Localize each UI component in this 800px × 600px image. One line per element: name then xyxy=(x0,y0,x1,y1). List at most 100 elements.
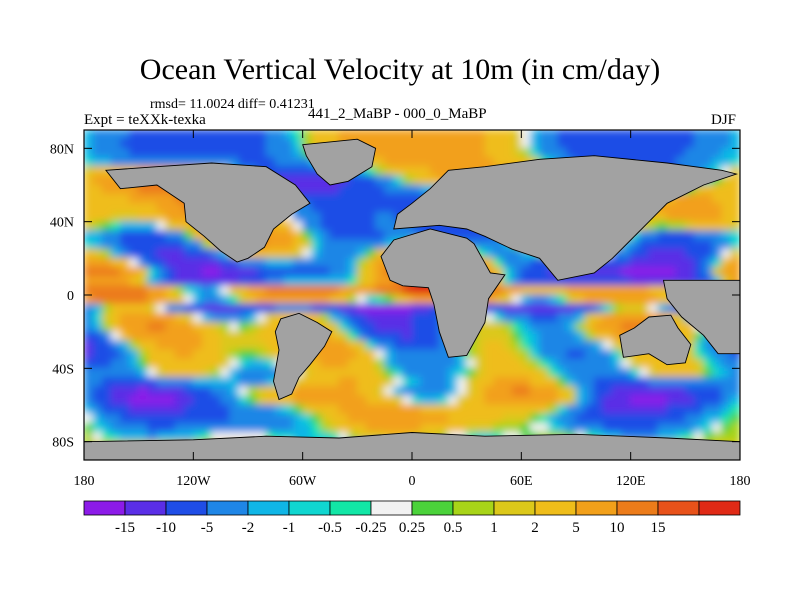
field-cell xyxy=(347,303,358,314)
field-cell xyxy=(192,422,203,433)
colorbar-swatch xyxy=(452,500,495,516)
field-cell xyxy=(293,175,304,186)
field-cell xyxy=(675,422,686,433)
field-cell xyxy=(138,221,149,232)
field-cell xyxy=(566,138,577,149)
field-cell xyxy=(238,157,249,168)
field-cell xyxy=(211,322,222,333)
field-cell xyxy=(493,130,504,140)
field-cell xyxy=(84,130,94,140)
field-cell xyxy=(703,432,714,443)
field-cell xyxy=(484,395,495,406)
field-cell xyxy=(621,367,632,378)
field-cell xyxy=(274,166,285,177)
field-cell xyxy=(302,276,313,287)
field-cell xyxy=(220,413,231,424)
field-cell xyxy=(320,413,331,424)
field-cell xyxy=(110,331,121,342)
field-cell xyxy=(730,422,740,433)
field-cell xyxy=(347,239,358,250)
field-cell xyxy=(92,312,103,323)
field-cell xyxy=(192,267,203,278)
field-cell xyxy=(475,377,486,388)
colorbar-swatch xyxy=(124,500,167,516)
field-cell xyxy=(593,340,604,351)
field-cell xyxy=(511,413,522,424)
field-cell xyxy=(621,312,632,323)
field-cell xyxy=(183,294,194,305)
field-cell xyxy=(529,257,541,268)
field-cell xyxy=(648,377,659,388)
field-cell xyxy=(548,138,559,149)
field-cell xyxy=(293,377,304,388)
field-cell xyxy=(365,175,377,186)
field-cell xyxy=(329,239,340,250)
field-cell xyxy=(165,138,176,149)
field-cell xyxy=(384,184,395,195)
field-cell xyxy=(639,303,650,314)
field-cell xyxy=(129,312,140,323)
field-cell xyxy=(420,349,431,360)
field-cell xyxy=(602,386,613,397)
field-cell xyxy=(183,157,194,168)
field-cell xyxy=(593,331,604,342)
field-cell xyxy=(648,413,659,424)
field-cell xyxy=(575,367,586,378)
colorbar-label: 15 xyxy=(651,520,666,536)
field-cell xyxy=(356,193,367,204)
field-cell xyxy=(411,138,422,149)
field-cell xyxy=(92,230,103,241)
field-cell xyxy=(201,248,213,259)
field-cell xyxy=(411,285,422,296)
field-cell xyxy=(693,331,705,342)
field-cell xyxy=(384,294,395,305)
field-cell xyxy=(639,386,650,397)
field-cell xyxy=(575,413,586,424)
field-cell xyxy=(365,294,377,305)
field-cell xyxy=(356,404,367,415)
field-cell xyxy=(356,349,367,360)
field-cell xyxy=(393,422,404,433)
field-cell xyxy=(493,413,504,424)
field-cell xyxy=(302,175,313,186)
field-cell xyxy=(129,367,140,378)
field-cell xyxy=(320,184,331,195)
field-cell xyxy=(156,312,167,323)
field-cell xyxy=(129,221,140,232)
field-cell xyxy=(101,367,112,378)
field-cell xyxy=(238,358,249,369)
field-cell xyxy=(557,138,568,149)
field-cell xyxy=(539,285,550,296)
field-cell xyxy=(165,404,176,415)
field-cell xyxy=(520,285,531,296)
field-cell xyxy=(493,294,504,305)
field-cell xyxy=(247,157,258,168)
field-cell xyxy=(265,294,276,305)
field-cell xyxy=(329,340,340,351)
field-cell xyxy=(630,377,641,388)
field-cell xyxy=(684,322,695,333)
field-cell xyxy=(457,386,468,397)
colorbar-label: -10 xyxy=(156,520,176,536)
field-cell xyxy=(438,377,449,388)
field-cell xyxy=(602,138,613,149)
field-cell xyxy=(384,312,395,323)
field-cell xyxy=(129,267,140,278)
field-cell xyxy=(229,358,240,369)
field-cell xyxy=(621,404,632,415)
field-cell xyxy=(138,157,149,168)
field-cell xyxy=(693,212,705,223)
field-cell xyxy=(110,248,121,259)
field-cell xyxy=(475,395,486,406)
field-cell xyxy=(429,395,440,406)
field-cell xyxy=(502,138,513,149)
field-cell xyxy=(311,294,322,305)
field-cell xyxy=(484,257,495,268)
field-cell xyxy=(666,147,677,158)
field-cell xyxy=(365,349,377,360)
field-cell xyxy=(192,386,203,397)
field-cell xyxy=(593,147,604,158)
field-cell xyxy=(293,294,304,305)
field-cell xyxy=(293,239,304,250)
field-cell xyxy=(475,358,486,369)
